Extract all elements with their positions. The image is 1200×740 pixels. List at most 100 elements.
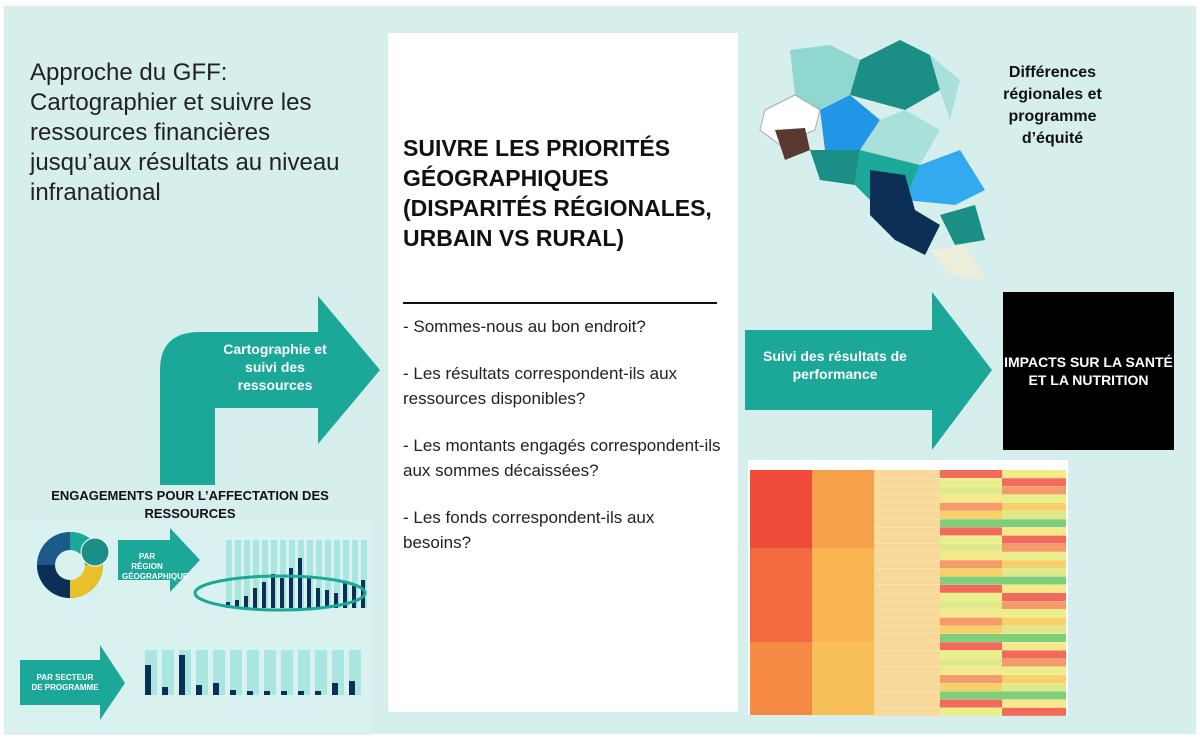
thumb-bar [334,540,340,608]
cell [940,683,1002,692]
cell [812,470,874,548]
cell [874,552,940,560]
cell [874,617,940,626]
cell [1002,707,1066,716]
thumb-bar [226,540,232,608]
cell [750,642,812,715]
cell [1002,543,1066,552]
thumb-bar [281,650,293,695]
cell [940,519,1002,528]
cell [1002,601,1066,610]
cell [874,511,940,519]
thumb-bar [253,540,259,608]
thumb-bar [280,578,284,608]
cell [874,609,940,618]
thumb-bar [280,540,286,608]
cell [874,593,940,601]
thumb-bar [289,568,293,608]
center-heading: SUIVRE LES PRIORITÉS GÉOGRAPHIQUES (DISP… [403,135,712,251]
thumb-bar [271,574,275,608]
cell [812,548,874,642]
cell [1002,568,1066,577]
cell [750,470,812,548]
left-title: Approche du GFF: Cartographier et suivre… [30,59,340,206]
thumb-bar [349,681,355,695]
cell [874,543,940,552]
heatmap-table [748,460,1068,716]
cell [874,658,940,667]
thumb-bar [343,540,349,608]
cell [874,535,940,544]
cell [1002,609,1066,618]
cell [940,666,1002,675]
cell [940,576,1002,585]
thumb-bar [179,655,185,695]
cell [1002,527,1066,536]
program-label: PAR SECTEUR DE PROGRAMME [31,673,99,692]
cell [874,625,940,634]
cell [940,625,1002,634]
cell [874,707,940,716]
cell [1002,634,1066,642]
cell [1002,502,1066,511]
cell [940,609,1002,618]
cell [1002,486,1066,495]
thumb-bar [343,583,347,608]
cell [1002,511,1066,519]
cell [874,560,940,569]
cell [940,707,1002,716]
cell [940,601,1002,610]
cell [874,584,940,593]
thumb-bar [162,650,174,695]
thumb-bar [307,540,313,608]
cell [874,650,940,659]
cell [1002,642,1066,651]
thumb-bar [230,690,236,695]
thumb-bar [253,588,257,608]
cell [1002,675,1066,683]
cell [1002,584,1066,593]
thumb-bar [361,540,367,608]
thumb-bar [334,593,338,608]
map [759,40,985,280]
thumb-bar [145,665,151,695]
thumb-bar [325,590,329,608]
thumb-bar [244,596,248,608]
cell [940,494,1002,503]
cell [874,691,940,700]
thumb-bar [298,691,304,695]
thumb-bar [264,650,276,695]
cell [940,699,1002,708]
question: - Les montants engagés correspondent-ils… [403,436,721,480]
cell [874,576,940,585]
thumb-bar [262,582,266,608]
cell [874,470,940,478]
thumb-bar [196,650,208,695]
cell [874,699,940,708]
thumb-bar [307,578,311,608]
thumb-bar [162,687,168,695]
cell [940,617,1002,626]
thumb-bar [298,650,310,695]
engagements-title: ENGAGEMENTS POUR L’AFFECTATION DES RESSO… [51,488,329,521]
cell [1002,699,1066,708]
impact-box: IMPACTS SUR LA SANTÉ ET LA NUTRITION [1003,292,1174,450]
cell [940,543,1002,552]
cell [940,527,1002,536]
cell [874,675,940,683]
question: - Les fonds correspondent-ils aux besoin… [403,508,655,552]
thumb-bar [352,540,358,608]
thumb-bar [213,683,219,695]
cell [874,666,940,675]
cell [874,494,940,503]
cell [1002,535,1066,544]
cell [874,478,940,487]
thumb-bar [325,540,331,608]
cell [940,691,1002,700]
cell [940,535,1002,544]
cell [1002,617,1066,626]
cell [940,642,1002,651]
cell [1002,560,1066,569]
thumb-bar [298,558,302,608]
thumb-bar [315,691,321,695]
